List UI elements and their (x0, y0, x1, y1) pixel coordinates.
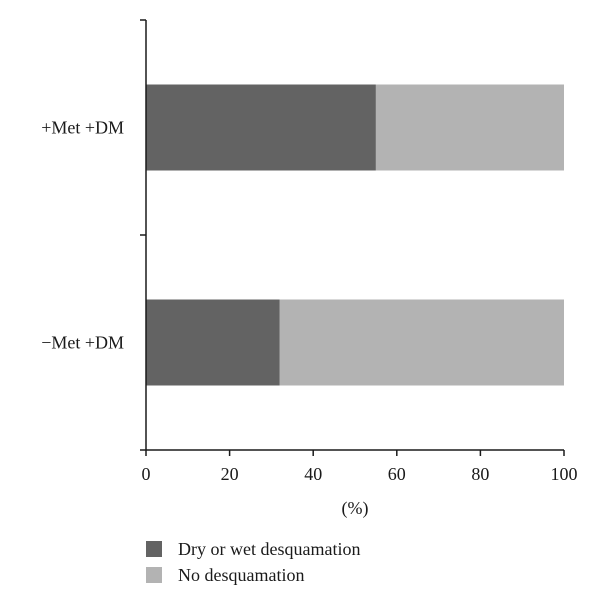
bar-met-dm-no-desquamation (375, 84, 564, 171)
x-tick-label-60: 60 (388, 464, 406, 484)
axes-group (140, 19, 565, 456)
legend: Dry or wet desquamation No desquamation (146, 536, 360, 588)
x-tick-label-40: 40 (304, 464, 322, 484)
bar-met-dm-dry-or-wet-desquamation (146, 299, 280, 386)
category-label-met-dm: +Met +DM (41, 118, 124, 138)
legend-item-no-desquamation: No desquamation (146, 562, 360, 588)
x-tick-label-0: 0 (142, 464, 151, 484)
category-label-met-dm: −Met +DM (41, 333, 124, 353)
labels-group: +Met +DM −Met +DM 0 20 40 60 80 100 (41, 118, 577, 485)
bar-met-dm-dry-or-wet-desquamation (146, 84, 376, 171)
bars-group (146, 84, 564, 386)
legend-item-dry-or-wet-desquamation: Dry or wet desquamation (146, 536, 360, 562)
bar-met-dm-no-desquamation (279, 299, 564, 386)
legend-swatch-dry-or-wet-desquamation (146, 541, 162, 557)
x-tick-label-100: 100 (551, 464, 578, 484)
legend-label-no-desquamation: No desquamation (178, 564, 305, 585)
legend-label-dry-or-wet-desquamation: Dry or wet desquamation (178, 538, 361, 559)
x-axis-title: (%) (342, 498, 369, 519)
x-tick-label-80: 80 (471, 464, 489, 484)
x-tick-label-20: 20 (221, 464, 239, 484)
legend-swatch-no-desquamation (146, 567, 162, 583)
